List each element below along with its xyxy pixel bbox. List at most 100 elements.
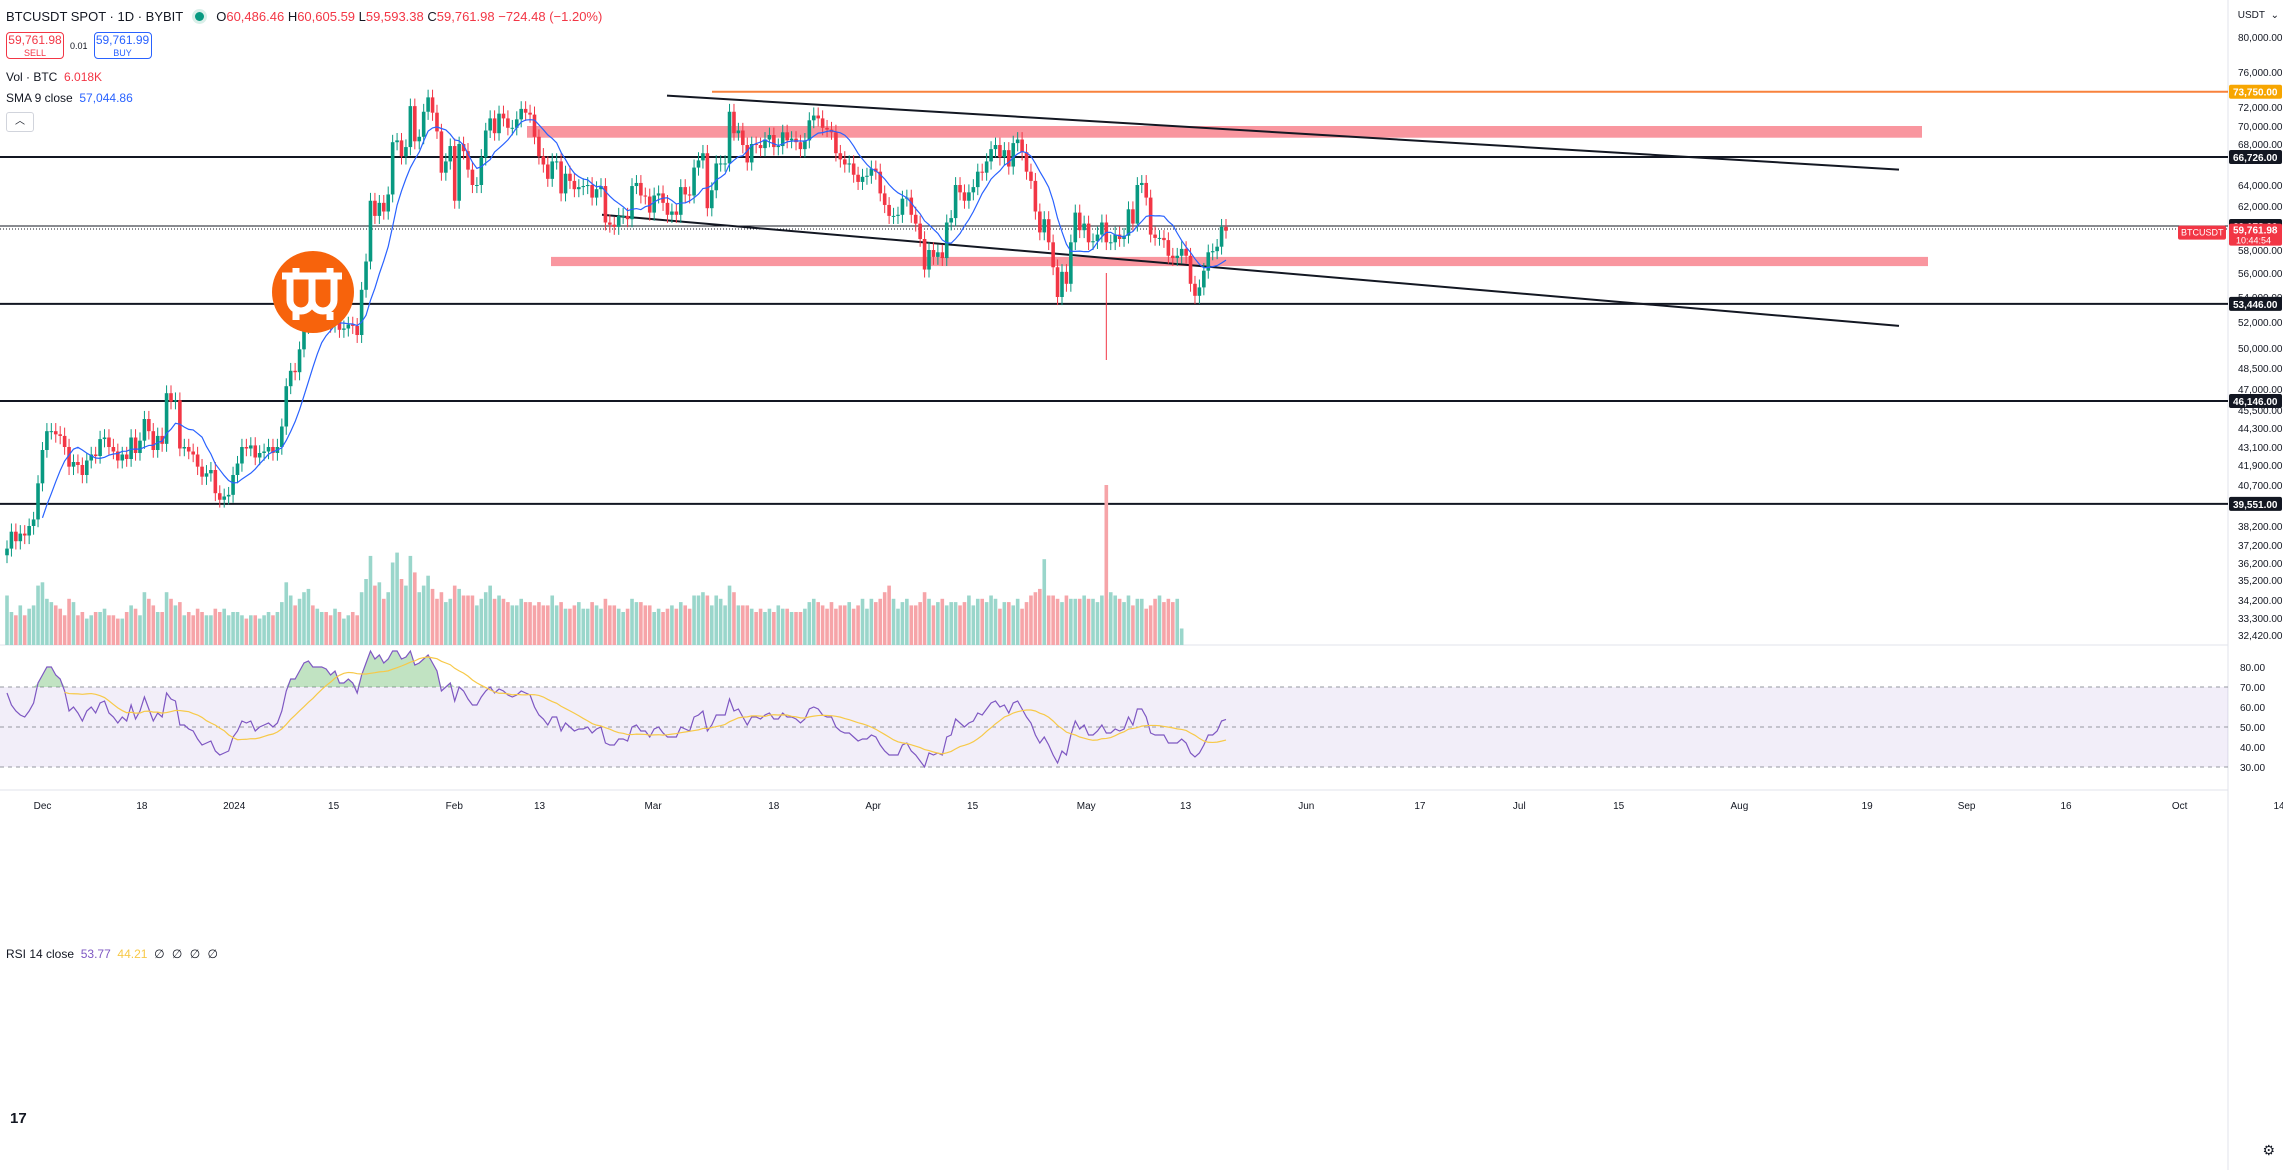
volume-bar [151, 605, 156, 645]
candle [789, 138, 794, 141]
volume-bar [395, 552, 399, 645]
volume-bar [891, 598, 896, 645]
candle [1179, 248, 1184, 256]
price-label: 66,726.00 [2233, 153, 2278, 164]
volume-bar [435, 598, 439, 645]
candle [98, 439, 102, 456]
volume-bar [692, 595, 696, 645]
candle [1038, 211, 1042, 233]
volume-bar [155, 612, 160, 645]
volume-bar [53, 605, 58, 645]
volume-bar [984, 602, 989, 645]
volume-bar [656, 608, 661, 645]
candle [142, 419, 147, 441]
price-label: 73,750.00 [2233, 88, 2278, 99]
candle [342, 328, 346, 330]
candle [470, 169, 475, 185]
volume-bar [1015, 598, 1020, 645]
volume-bar [545, 605, 550, 645]
symbol-title[interactable]: BTCUSDT SPOT · 1D · BYBIT [6, 9, 184, 24]
candle [749, 144, 754, 163]
volume-bar [900, 602, 905, 645]
candle [413, 106, 417, 142]
volume-bar [466, 595, 470, 645]
sma-line [41, 119, 1227, 518]
volume-bar [723, 605, 727, 645]
currency-dropdown-icon[interactable]: ⌄ [2270, 10, 2279, 21]
volume-bar [452, 585, 457, 645]
candle [900, 198, 905, 215]
candle [138, 440, 142, 453]
candle [1157, 237, 1162, 239]
volume-bar [231, 612, 235, 645]
candle [975, 171, 980, 188]
candle [399, 140, 404, 157]
volume-bar [226, 615, 231, 645]
volume-bar [1135, 598, 1140, 645]
candle [594, 189, 599, 198]
volume-bar [643, 605, 648, 645]
candle [452, 146, 457, 201]
candle [1215, 246, 1219, 252]
gear-icon[interactable]: ⚙ [2262, 1142, 2275, 1158]
current-price-label-bg [2229, 223, 2282, 246]
volume-bar [98, 612, 102, 645]
support-zone [551, 256, 1928, 267]
volume-bar [266, 612, 271, 645]
volume-bar [572, 605, 577, 645]
volume-bar [1069, 598, 1073, 645]
candle [732, 111, 736, 134]
buy-button[interactable]: 59,761.99 BUY [93, 32, 152, 59]
volume-bar [359, 592, 364, 645]
sma-legend[interactable]: SMA 9 close 57,044.86 [6, 91, 133, 105]
price-tick: 34,200.00 [2238, 596, 2283, 607]
volume-bar [989, 595, 993, 645]
candle [337, 320, 342, 330]
price-tick: 37,200.00 [2238, 541, 2283, 552]
volume-bar [138, 615, 142, 645]
tradingview-logo-icon[interactable]: 17 [10, 1110, 27, 1127]
volume-bar [554, 605, 559, 645]
candle [129, 437, 133, 459]
volume-bar [191, 615, 195, 645]
time-tick: 17 [1414, 801, 1426, 812]
rsi-tick: 30.00 [2240, 763, 2265, 774]
candle [71, 462, 76, 467]
candle [457, 144, 461, 201]
sell-button[interactable]: 59,761.98 SELL [6, 32, 64, 59]
volume-bar [204, 615, 209, 645]
price-tick: 72,000.00 [2238, 103, 2283, 114]
candle [532, 114, 537, 137]
volume-legend[interactable]: Vol · BTC 6.018K [6, 70, 103, 84]
price-axis[interactable] [2229, 0, 2283, 1170]
volume-bar [838, 605, 843, 645]
rsi-legend[interactable]: RSI 14 close 53.77 44.21 ∅ ∅ ∅ ∅ [6, 947, 220, 961]
candle [865, 175, 869, 177]
candle [1055, 267, 1060, 297]
volume-bar [714, 595, 719, 645]
candle [687, 194, 692, 196]
candle [971, 187, 976, 193]
candle [944, 222, 949, 259]
axis-currency[interactable]: USDT [2237, 10, 2265, 21]
volume-bar [563, 608, 568, 645]
candle [1015, 139, 1020, 144]
candle [896, 214, 900, 216]
volume-bar [816, 602, 820, 645]
candle [847, 163, 852, 165]
candle [625, 215, 630, 220]
candle [36, 483, 40, 520]
candle [120, 454, 125, 461]
candle [421, 111, 426, 137]
time-tick: Apr [865, 801, 881, 812]
collapse-legend-button[interactable]: ︿ [6, 112, 34, 132]
candle [998, 145, 1002, 158]
volume-bar [1006, 602, 1011, 645]
volume-bar [27, 608, 31, 645]
candle [439, 131, 444, 173]
volume-bar [918, 602, 922, 645]
candle [842, 159, 847, 165]
volume-bar [133, 608, 138, 645]
volume-bar [687, 608, 692, 645]
